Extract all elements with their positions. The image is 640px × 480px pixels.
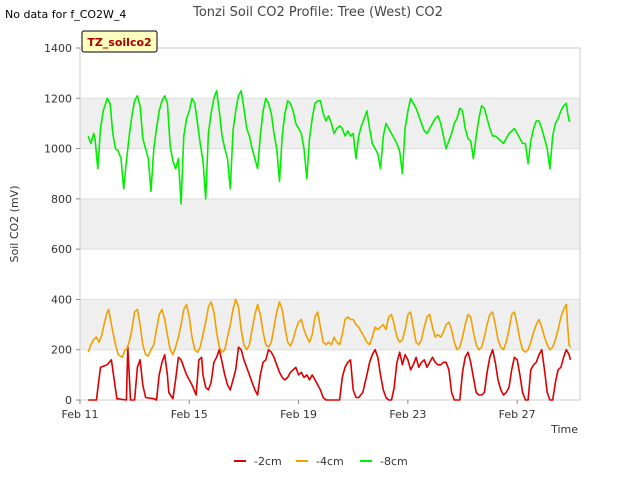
legend-label: -4cm: [316, 455, 344, 468]
series-line-4cm: [87, 298, 572, 359]
x-tick-label: Feb 15: [171, 408, 208, 421]
y-tick-label: 0: [65, 394, 72, 407]
y-tick-label: 600: [51, 243, 72, 256]
y-tick-label: 800: [51, 193, 72, 206]
series-line-8cm: [87, 89, 571, 205]
y-tick-label: 1400: [44, 42, 72, 55]
y-tick-label: 400: [51, 293, 72, 306]
x-tick-label: Feb 19: [280, 408, 317, 421]
x-axis-label: Time: [550, 423, 578, 436]
badge-label: TZ_soilco2: [87, 36, 151, 49]
x-tick-label: Feb 11: [62, 408, 99, 421]
band-1: [80, 198, 580, 250]
series-lines: [87, 89, 572, 401]
y-axis: 0 200 400 600 800 1000 1200 1400: [44, 42, 80, 407]
legend: -2cm -4cm -8cm: [234, 455, 408, 468]
y-tick-label: 1000: [44, 143, 72, 156]
band-0: [80, 299, 580, 350]
x-tick-label: Feb 27: [499, 408, 536, 421]
y-axis-label: Soil CO2 (mV): [8, 186, 21, 263]
series-line-2cm: [88, 346, 572, 401]
background-bands: [80, 98, 580, 350]
band-2: [80, 98, 580, 149]
series-badge: TZ_soilco2: [81, 30, 158, 53]
no-data-note: No data for f_CO2W_4: [5, 8, 126, 21]
legend-label: -8cm: [380, 455, 408, 468]
y-tick-label: 1200: [44, 92, 72, 105]
x-axis: Feb 11 Feb 15 Feb 19 Feb 23 Feb 27: [62, 400, 536, 421]
y-tick-label: 200: [51, 344, 72, 357]
legend-label: -2cm: [254, 455, 282, 468]
x-tick-label: Feb 23: [389, 408, 426, 421]
chart-title: Tonzi Soil CO2 Profile: Tree (West) CO2: [192, 5, 443, 20]
